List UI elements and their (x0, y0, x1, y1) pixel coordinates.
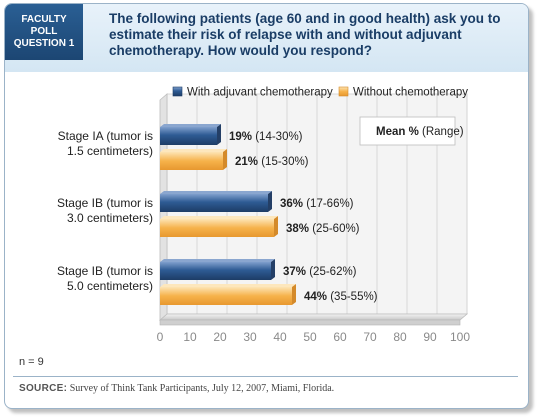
category-label: Stage IB (tumor is (57, 264, 153, 278)
bar (160, 287, 292, 305)
data-label: 37% (25-62%) (283, 266, 357, 278)
x-tick-label: 80 (393, 330, 407, 344)
bar-chart: 0 10 20 30 40 50 60 70 80 90 100 With adjuvant chem… (57, 86, 470, 345)
bar (160, 219, 274, 237)
x-tick-label: 90 (423, 330, 437, 344)
bar (160, 127, 217, 145)
bar-top-face (160, 149, 227, 152)
data-label: 19% (14-30%) (229, 131, 303, 143)
category-label: Stage IB (tumor is (57, 196, 153, 210)
badge-line-1: FACULTY (21, 14, 67, 25)
x-tick-label: 70 (363, 330, 377, 344)
bar-end-face (268, 191, 272, 212)
divider (13, 376, 518, 377)
x-tick-label: 60 (333, 330, 347, 344)
category-label: 5.0 centimeters) (67, 279, 153, 293)
category-label: Stage IA (tumor is (58, 129, 153, 143)
bar-end-face (274, 216, 278, 237)
poll-card: FACULTY POLL QUESTION 1 The following pa… (4, 3, 529, 409)
bar-top-face (160, 284, 296, 287)
bar (160, 194, 268, 212)
x-tick-label: 0 (157, 330, 164, 344)
source-note: SOURCE: Survey of Think Tank Participant… (19, 383, 334, 394)
x-tick-label: 50 (303, 330, 317, 344)
legend-label: Without chemotherapy (353, 87, 468, 99)
badge-line-3: QUESTION 1 (13, 38, 75, 49)
data-label: 21% (15-30%) (235, 156, 309, 168)
bar-end-face (217, 124, 221, 145)
legend-swatch (338, 86, 349, 97)
sample-size: n = 9 (19, 356, 44, 368)
question-text: The following patients (age 60 and in go… (109, 11, 501, 58)
annotation-text: Mean % (Range) (376, 126, 464, 138)
source-label: SOURCE: (19, 383, 68, 394)
category-label: 3.0 centimeters) (67, 211, 153, 225)
annotation-box (359, 116, 456, 146)
faculty-poll-badge: FACULTY POLL QUESTION 1 (5, 4, 83, 60)
header: FACULTY POLL QUESTION 1 The following pa… (5, 4, 528, 72)
bar-end-face (223, 149, 227, 170)
legend-swatch (172, 86, 183, 97)
bar-end-face (271, 259, 275, 280)
bar-top-face (160, 124, 221, 127)
data-label: 44% (35-55%) (304, 291, 378, 303)
x-tick-label: 20 (213, 330, 227, 344)
chart-area: 0 10 20 30 40 50 60 70 80 90 100 With adjuvant chem… (5, 72, 528, 372)
bar (160, 152, 223, 170)
bar-top-face (160, 259, 275, 262)
category-label: 1.5 centimeters) (67, 144, 153, 158)
bar (160, 262, 271, 280)
data-label: 36% (17-66%) (280, 198, 354, 210)
source-text: Survey of Think Tank Participants, July … (69, 383, 335, 394)
x-tick-label: 10 (183, 330, 197, 344)
bar-top-face (160, 216, 278, 219)
data-label: 38% (25-60%) (286, 223, 360, 235)
x-tick-label: 100 (450, 330, 470, 344)
bar-end-face (292, 284, 296, 305)
legend-label: With adjuvant chemotherapy (187, 87, 333, 99)
plot-floor (158, 313, 469, 321)
badge-line-2: POLL (30, 26, 58, 37)
bar-top-face (160, 191, 272, 194)
x-tick-label: 30 (243, 330, 257, 344)
floor-edge (159, 319, 461, 326)
x-tick-label: 40 (273, 330, 287, 344)
